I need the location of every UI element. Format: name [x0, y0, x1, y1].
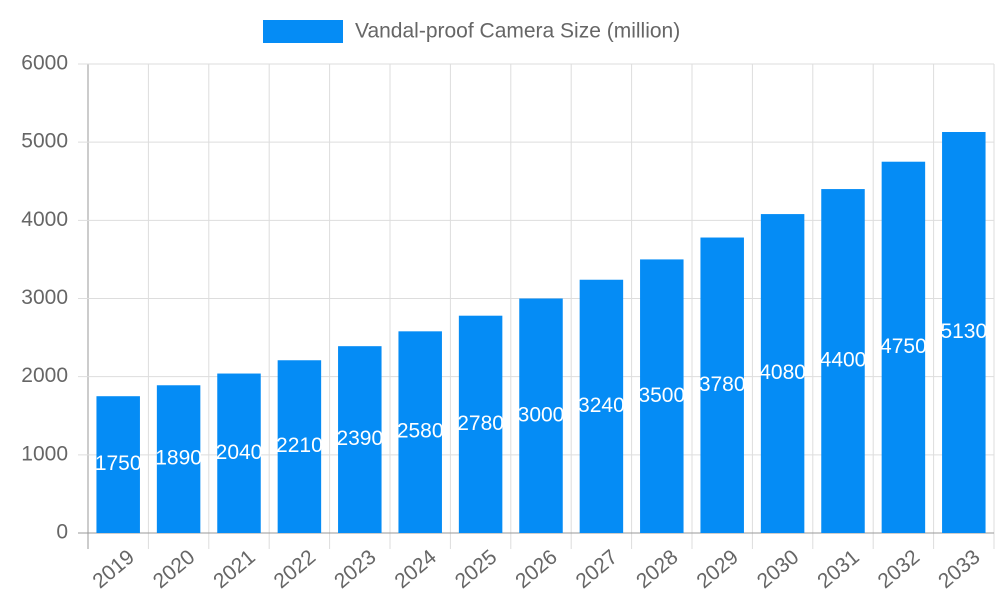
value-label: 2040 [216, 441, 263, 464]
bar [458, 315, 503, 533]
x-tick-label: 2021 [209, 545, 260, 593]
value-label: 5130 [940, 320, 987, 343]
value-label: 3780 [699, 373, 746, 396]
bar [700, 237, 744, 533]
x-tick-label: 2031 [813, 545, 864, 593]
x-tick-label: 2024 [390, 545, 441, 593]
bar [338, 346, 382, 533]
x-tick-label: 2027 [572, 545, 623, 593]
x-tick-label: 2023 [330, 545, 381, 593]
bar [277, 360, 322, 533]
y-tick-label: 5000 [21, 130, 68, 153]
y-tick-label: 1000 [21, 442, 68, 465]
bar [881, 161, 926, 534]
bar [398, 331, 442, 533]
legend-label: Vandal-proof Camera Size (million) [355, 20, 680, 43]
bar [217, 373, 261, 533]
x-tick-label: 2029 [692, 545, 743, 593]
value-label: 1750 [95, 452, 142, 475]
x-tick-label: 2032 [874, 545, 925, 593]
bar [579, 279, 624, 533]
value-label: 4080 [759, 361, 806, 384]
value-label: 2580 [397, 420, 444, 443]
value-label: 3240 [578, 394, 625, 417]
x-tick-label: 2026 [511, 545, 562, 593]
y-tick-label: 4000 [21, 208, 68, 231]
x-tick-label: 2019 [88, 545, 139, 593]
legend-swatch [263, 20, 343, 43]
bar [760, 214, 805, 533]
value-label: 3000 [518, 403, 565, 426]
value-label: 2210 [276, 434, 323, 457]
bar [519, 298, 563, 533]
x-tick-label: 2020 [149, 545, 200, 593]
bar [821, 189, 865, 534]
value-label: 4750 [880, 335, 927, 358]
x-tick-label: 2030 [753, 545, 804, 593]
value-label: 4400 [820, 349, 867, 372]
x-tick-label: 2022 [270, 545, 321, 593]
y-tick-label: 2000 [21, 364, 68, 387]
value-label: 3500 [638, 384, 685, 407]
x-tick-label: 2025 [451, 545, 502, 593]
x-tick-label: 2028 [632, 545, 683, 593]
y-tick-label: 3000 [21, 286, 68, 309]
bar [942, 132, 986, 533]
value-label: 2780 [457, 412, 504, 435]
x-tick-label: 2033 [934, 545, 985, 593]
value-label: 1890 [155, 447, 202, 470]
bar [96, 396, 140, 533]
bar [640, 259, 684, 533]
value-label: 2390 [336, 427, 383, 450]
bar [156, 385, 201, 533]
y-tick-label: 0 [56, 521, 68, 544]
y-tick-label: 6000 [21, 52, 68, 75]
